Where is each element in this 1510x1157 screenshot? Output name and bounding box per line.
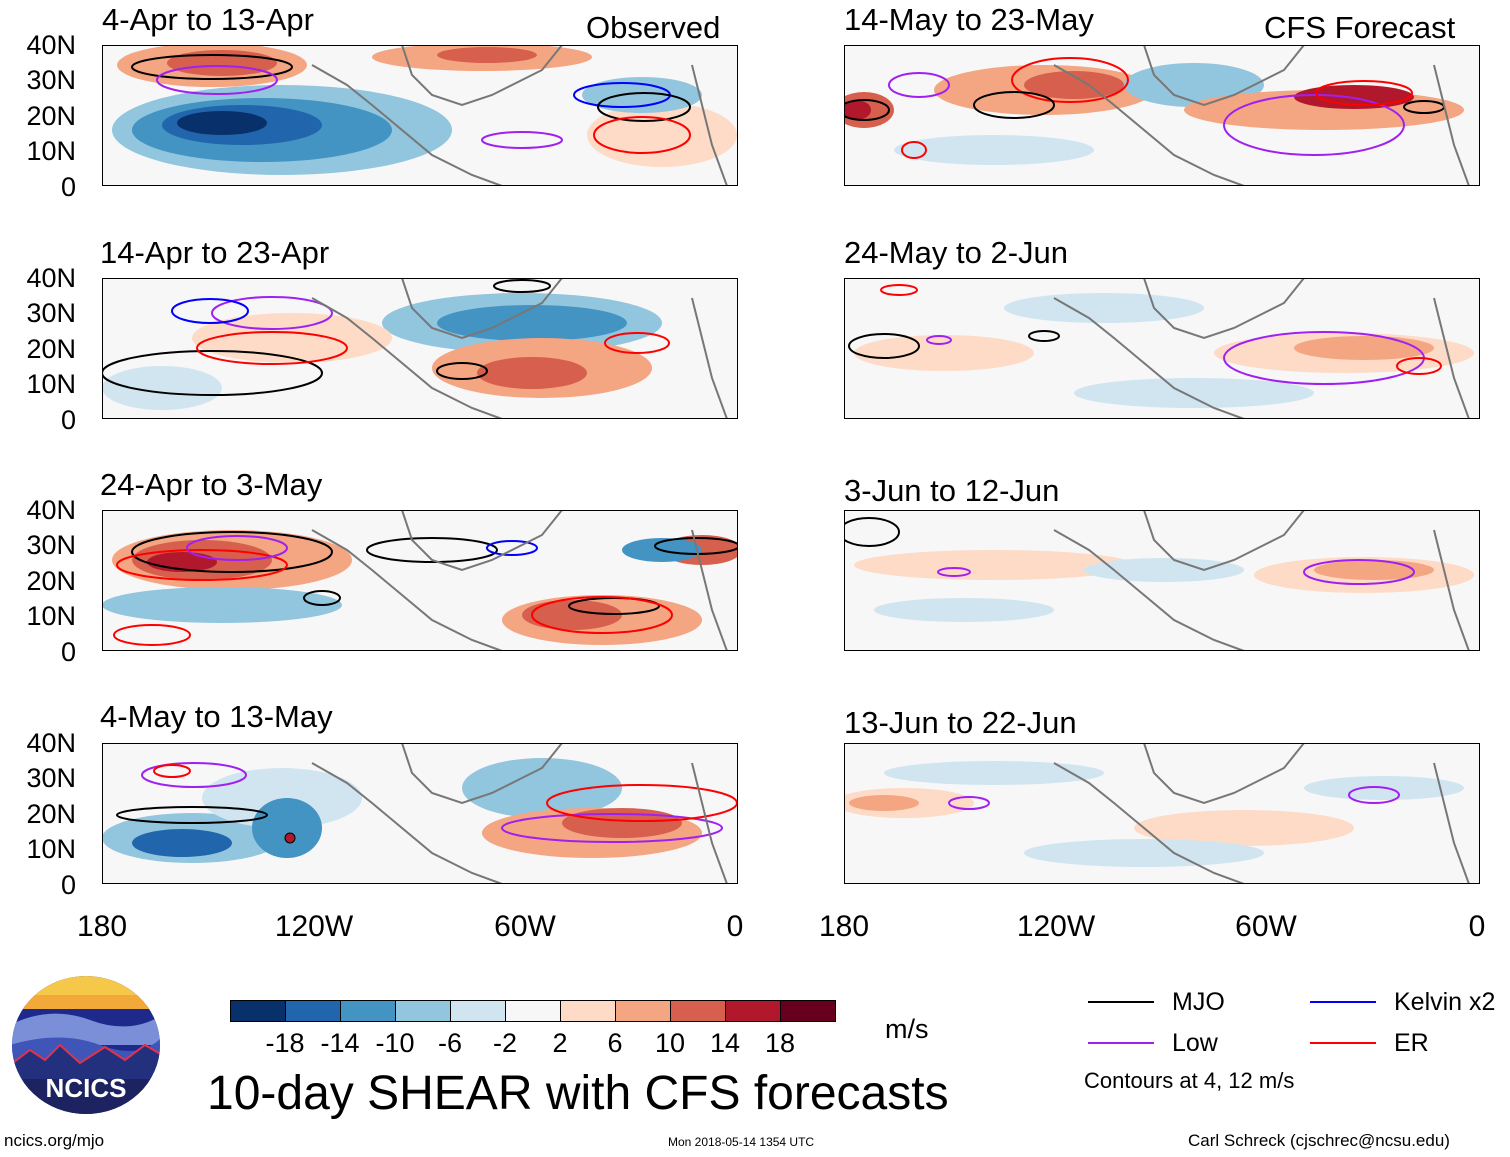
lon-tick: 0 <box>1468 910 1486 943</box>
legend-swatch <box>1310 1042 1376 1044</box>
legend-label: ER <box>1394 1029 1429 1057</box>
panel-title-forecast-3: 3-Jun to 12-Jun <box>844 473 1060 508</box>
lon-tick: 0 <box>726 910 744 943</box>
colorbar-swatch <box>340 1000 396 1022</box>
lat-tick: 20N <box>26 799 76 829</box>
map-forecast-2 <box>844 278 1480 419</box>
map-observed-4 <box>102 743 738 884</box>
lat-tick: 40N <box>26 263 76 293</box>
colorbar-label: -6 <box>437 1028 463 1058</box>
lat-tick: 30N <box>26 298 76 328</box>
colorbar-label: 14 <box>709 1028 741 1058</box>
footer-timestamp: Mon 2018-05-14 1354 UTC <box>668 1135 815 1149</box>
lat-tick: 40N <box>26 495 76 525</box>
map-forecast-4 <box>844 743 1480 884</box>
colorbar-label: -2 <box>492 1028 518 1058</box>
map-forecast-1 <box>844 45 1480 186</box>
footer-credit: Carl Schreck (cjschrec@ncsu.edu) <box>1188 1131 1450 1150</box>
map-forecast-3 <box>844 510 1480 651</box>
lat-tick: 10N <box>26 136 76 166</box>
lon-tick: 180 <box>76 910 128 943</box>
panel-title-observed-3: 24-Apr to 3-May <box>100 467 323 502</box>
colorbar-swatch <box>450 1000 506 1022</box>
colorbar-swatch <box>670 1000 726 1022</box>
colorbar-swatch <box>285 1000 341 1022</box>
lon-tick: 60W <box>494 910 556 943</box>
panel-title-forecast-4: 13-Jun to 22-Jun <box>844 705 1077 740</box>
map-observed-1 <box>102 45 738 186</box>
lon-tick: 120W <box>274 910 354 943</box>
panel-title-observed-1: 4-Apr to 13-Apr <box>102 2 314 37</box>
map-observed-2 <box>102 278 738 419</box>
figure-title: 10-day SHEAR with CFS forecasts <box>207 1067 949 1120</box>
legend-swatch <box>1310 1001 1376 1003</box>
lat-tick: 20N <box>26 566 76 596</box>
panel-title-forecast-2: 24-May to 2-Jun <box>844 235 1068 270</box>
lat-tick: 10N <box>26 369 76 399</box>
lat-tick: 40N <box>26 728 76 758</box>
ncics-logo: NCICS <box>12 976 160 1114</box>
cfs-forecast-label: CFS Forecast <box>1264 10 1456 45</box>
lat-tick: 0 <box>60 405 76 435</box>
lat-tick: 0 <box>60 637 76 667</box>
colorbar-units: m/s <box>885 1014 929 1044</box>
colorbar-label: -14 <box>320 1028 360 1058</box>
colorbar-swatch <box>395 1000 451 1022</box>
lat-tick: 0 <box>60 172 76 202</box>
colorbar-swatch <box>230 1000 286 1022</box>
lat-tick: 30N <box>26 763 76 793</box>
colorbar-label: 18 <box>764 1028 796 1058</box>
lon-tick: 60W <box>1235 910 1297 943</box>
colorbar-label: 6 <box>607 1028 623 1058</box>
colorbar-label: 2 <box>552 1028 568 1058</box>
lat-tick: 30N <box>26 65 76 95</box>
panel-title-observed-4: 4-May to 13-May <box>100 699 333 734</box>
lat-tick: 0 <box>60 870 76 900</box>
panel-title-observed-2: 14-Apr to 23-Apr <box>100 235 330 270</box>
lat-tick: 20N <box>26 101 76 131</box>
legend-label: Low <box>1172 1029 1218 1057</box>
lat-tick: 10N <box>26 834 76 864</box>
colorbar-label: -10 <box>375 1028 415 1058</box>
colorbar-label: -18 <box>265 1028 305 1058</box>
lat-tick: 30N <box>26 530 76 560</box>
panel-title-forecast-1: 14-May to 23-May <box>844 2 1094 37</box>
legend-label: Kelvin x2 <box>1394 988 1496 1016</box>
footer-url: ncics.org/mjo <box>4 1131 105 1150</box>
colorbar-swatch <box>615 1000 671 1022</box>
colorbar-swatch <box>725 1000 781 1022</box>
legend-swatch <box>1088 1001 1154 1003</box>
logo-text: NCICS <box>46 1073 127 1103</box>
colorbar-label: 10 <box>654 1028 686 1058</box>
contours-note: Contours at 4, 12 m/s <box>1084 1068 1295 1093</box>
lat-tick: 20N <box>26 334 76 364</box>
lon-tick: 180 <box>818 910 870 943</box>
legend-label: MJO <box>1172 988 1225 1016</box>
lon-tick: 120W <box>1016 910 1096 943</box>
observed-label: Observed <box>586 10 721 45</box>
colorbar-swatch <box>780 1000 836 1022</box>
legend-swatch <box>1088 1042 1154 1044</box>
colorbar-swatch <box>560 1000 616 1022</box>
map-observed-3 <box>102 510 738 651</box>
lat-tick: 10N <box>26 601 76 631</box>
lat-tick: 40N <box>26 30 76 60</box>
colorbar-swatch <box>505 1000 561 1022</box>
